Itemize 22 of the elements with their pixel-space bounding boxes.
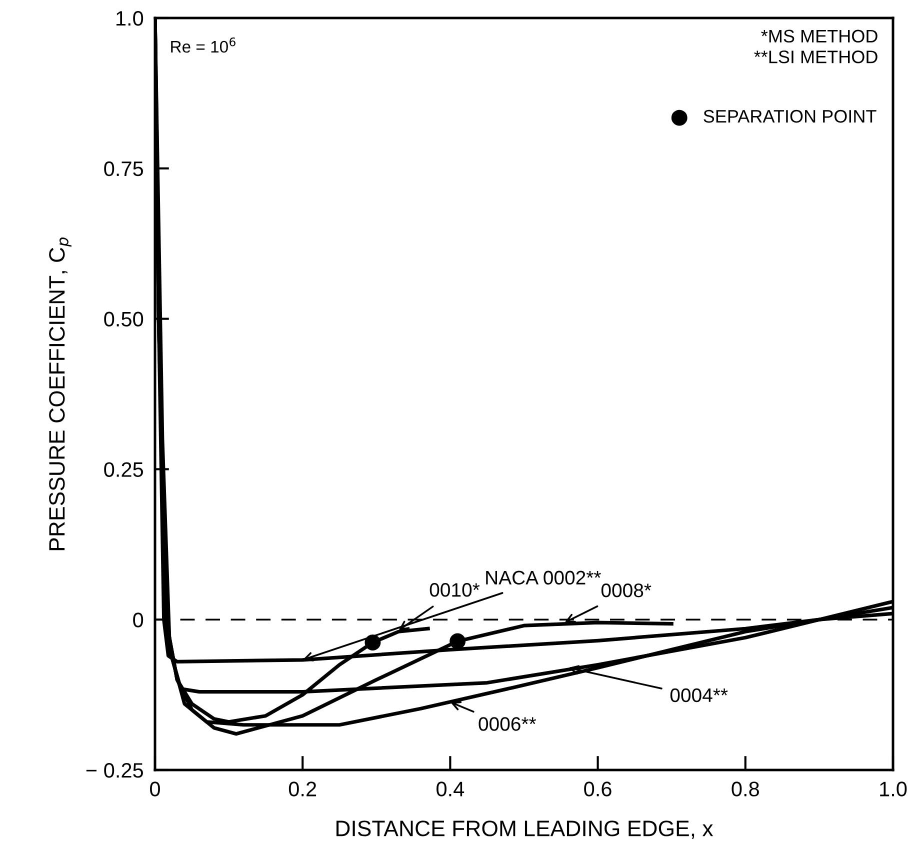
y-tick-label: 0.50 bbox=[104, 312, 144, 327]
x-tick-label: 0.8 bbox=[732, 782, 759, 796]
y-tick-label: 0.75 bbox=[104, 161, 144, 176]
x-tick-label: 0 bbox=[150, 782, 160, 796]
annotation: Re = 10$^{6}$ bbox=[171, 37, 236, 53]
y-tick-label: − 0.25 bbox=[86, 763, 144, 778]
annotation: *MS METHOD **LSI METHOD bbox=[754, 30, 878, 64]
y-tick-label: 1.0 bbox=[116, 11, 144, 26]
annotation: 0010* bbox=[430, 582, 480, 597]
x-tick-label: 0.4 bbox=[436, 782, 464, 796]
annotation: 0008* bbox=[601, 584, 652, 598]
y-axis-title: PRESSURE COEFFICIENT, C$_{p}$ bbox=[49, 238, 72, 550]
y-tick-label: 0.25 bbox=[104, 462, 144, 477]
annotation: 0006** bbox=[478, 717, 536, 731]
legend-label: SEPARATION POINT bbox=[704, 110, 876, 123]
x-axis-title: DISTANCE FROM LEADING EDGE, x bbox=[336, 820, 714, 839]
x-tick-label: 1.0 bbox=[880, 782, 907, 796]
y-tick-label: 0 bbox=[133, 612, 144, 628]
annotation: NACA 0002** bbox=[486, 570, 601, 585]
annotation: 0004** bbox=[670, 688, 728, 702]
x-tick-label: 0.6 bbox=[584, 782, 612, 796]
x-tick-label: 0.2 bbox=[288, 782, 316, 796]
